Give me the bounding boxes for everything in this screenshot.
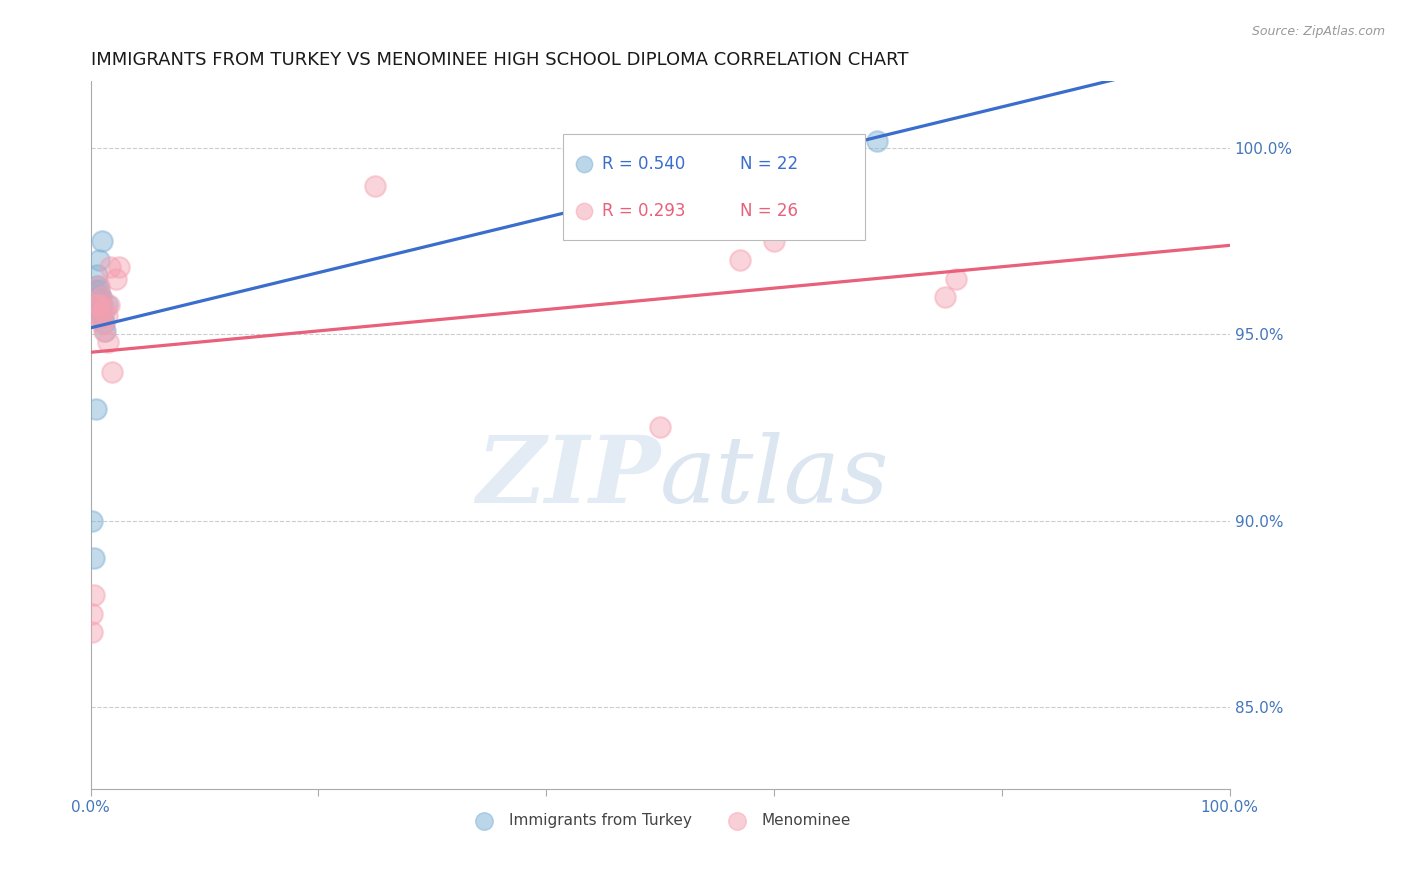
Point xyxy=(86,279,108,293)
Point xyxy=(91,316,114,330)
FancyBboxPatch shape xyxy=(564,135,865,241)
Point xyxy=(572,577,595,591)
Point xyxy=(650,420,672,434)
Point xyxy=(91,235,114,249)
Point xyxy=(86,298,108,312)
Text: Source: ZipAtlas.com: Source: ZipAtlas.com xyxy=(1251,25,1385,38)
Point xyxy=(945,271,967,285)
Point xyxy=(93,324,115,338)
Point xyxy=(763,235,786,249)
Point xyxy=(96,298,118,312)
Point xyxy=(87,290,110,304)
Point xyxy=(84,401,107,416)
Point xyxy=(94,301,117,316)
Point xyxy=(97,298,120,312)
Point xyxy=(96,309,118,323)
Point xyxy=(80,625,103,640)
Point xyxy=(89,309,111,323)
Point xyxy=(97,334,120,349)
Point xyxy=(87,279,110,293)
Point xyxy=(87,252,110,267)
Point xyxy=(94,324,117,338)
Text: N = 22: N = 22 xyxy=(740,155,799,173)
Point xyxy=(89,298,111,312)
Point xyxy=(572,822,595,837)
Point xyxy=(80,607,103,621)
Text: ZIP: ZIP xyxy=(475,433,661,523)
Point xyxy=(104,271,127,285)
Point xyxy=(83,588,105,602)
Point xyxy=(89,298,111,312)
Text: atlas: atlas xyxy=(661,433,890,523)
Legend: Immigrants from Turkey, Menominee: Immigrants from Turkey, Menominee xyxy=(463,806,858,834)
Point xyxy=(98,260,121,275)
Point xyxy=(90,309,112,323)
Point xyxy=(364,178,387,193)
Text: IMMIGRANTS FROM TURKEY VS MENOMINEE HIGH SCHOOL DIPLOMA CORRELATION CHART: IMMIGRANTS FROM TURKEY VS MENOMINEE HIGH… xyxy=(90,51,908,69)
Point xyxy=(84,290,107,304)
Point xyxy=(91,298,114,312)
Text: N = 26: N = 26 xyxy=(740,202,797,219)
Point xyxy=(90,290,112,304)
Point xyxy=(80,514,103,528)
Point xyxy=(865,134,887,148)
Point xyxy=(91,309,114,323)
Point xyxy=(84,283,107,297)
Point xyxy=(86,268,108,282)
Point xyxy=(84,298,107,312)
Point xyxy=(87,283,110,297)
Point xyxy=(108,260,131,275)
Point xyxy=(83,550,105,565)
Point xyxy=(84,309,107,323)
Point xyxy=(90,290,112,304)
Point xyxy=(934,290,956,304)
Text: R = 0.293: R = 0.293 xyxy=(602,202,686,219)
Point xyxy=(93,316,115,330)
Text: R = 0.540: R = 0.540 xyxy=(602,155,685,173)
Point xyxy=(728,252,751,267)
Point xyxy=(89,305,111,319)
Point xyxy=(101,365,124,379)
Point xyxy=(84,298,107,312)
